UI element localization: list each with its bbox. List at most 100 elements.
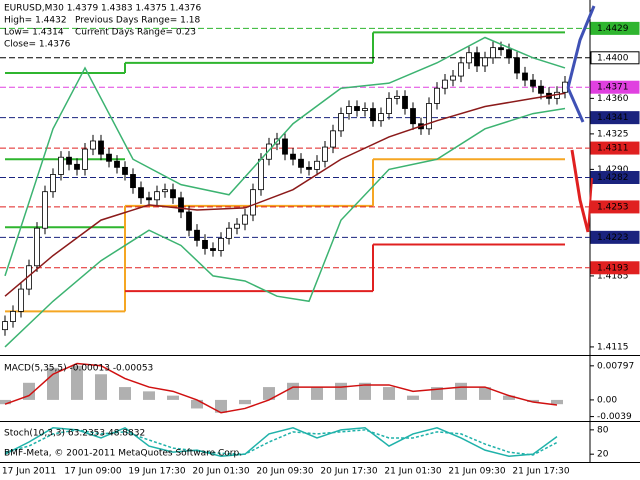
low-info: Low= 1.4314 [4,28,64,38]
candle-body [90,140,96,150]
candle-body [242,214,248,225]
candle-body [458,62,464,77]
price-box-label: 1.4341 [597,113,629,123]
candle-body [122,166,128,175]
forecast-arrow [566,87,585,123]
copyright: BMF-Meta, © 2001-2011 MetaQuotes Softwar… [4,449,242,459]
macd-bar [287,382,299,400]
candle-body [474,52,480,67]
y-tick-label: 20 [597,450,609,460]
forecast-arrow [587,177,593,233]
price-box-label: 1.4311 [597,144,629,154]
macd-bar [479,387,491,400]
plot-layer: 1.4360 1.4325 1.4290 1.4185 1.4115 1.4429 1.44… [0,21,640,477]
candle-body [74,163,80,170]
candle-body [490,47,496,59]
candle-body [346,106,352,114]
candle-body [442,79,448,89]
stoch-line [4,426,558,457]
macd-bar [263,387,275,400]
macd-bar [407,395,419,400]
x-tick-label: 19 Jun 17:30 [128,467,185,477]
candle-body [114,160,120,168]
macd-bar [527,399,539,403]
candle-body [154,191,160,201]
price-box [590,171,640,184]
indicator-line [4,107,566,348]
candle-body [538,85,544,94]
macd-bar [431,387,443,400]
candle-body [58,156,64,175]
candle-body [482,57,488,67]
candle-body [138,187,144,199]
candle-body [218,237,224,251]
macd-bar [503,395,515,400]
candle-body [170,189,176,199]
prev-range-info: Previous Days Range= 1.18 [75,16,200,26]
candle-body [322,146,328,162]
candle-body [450,75,456,81]
cur-range-info: Current Days Range= 0.23 [75,28,196,38]
candle-body [106,153,112,162]
y-tick-label: -0.0039 [597,412,632,422]
macd-bar [335,382,347,400]
candle-body [162,189,168,193]
candle-body [250,189,256,216]
candle-body [18,288,24,312]
y-tick-label: 0.00 [597,395,617,405]
macd-bar [551,399,563,405]
candle-body [434,87,440,104]
y-tick-label: 1.4325 [597,129,629,139]
x-tick-label: 21 Jun 01:30 [384,467,441,477]
y-tick-label: 0.00797 [597,361,634,371]
macd-bar [47,367,59,400]
macd-title: MACD(5,35,5) -0.00013 -0.00053 [4,364,153,374]
x-tick-label: 21 Jun 09:30 [448,467,505,477]
stoch-title: Stoch(10,3,3) 63.2353 48.8832 [4,429,145,439]
price-box-label: 1.4400 [597,53,629,63]
x-tick-label: 17 Jun 2011 [2,467,56,477]
macd-bar [311,387,323,400]
candle-body [394,95,400,99]
x-tick-label: 21 Jun 17:30 [512,467,569,477]
candle-body [194,229,200,241]
candle-body [146,197,152,201]
stoch-line [4,429,558,456]
candle-body [186,211,192,231]
candle-body [466,52,472,64]
candle-body [290,153,296,160]
candle-body [370,108,376,122]
candle-body [506,49,512,59]
candle-body [386,97,392,114]
high-info: High= 1.4432 [4,16,67,26]
x-tick-label: 20 Jun 01:30 [192,467,249,477]
candle-body [226,227,232,239]
indicator-line [4,36,566,277]
macd-bar [455,382,467,400]
price-box [590,200,640,214]
candle-body [266,143,272,160]
y-tick-label: 1.4185 [597,271,629,281]
macd-bar [119,387,131,400]
macd-bar [71,365,83,400]
candle-body [42,191,48,229]
candle-body [338,113,344,132]
macd-bar [95,374,107,400]
forecast-arrow [566,5,596,89]
candle-body [82,148,88,170]
candle-body [362,108,368,111]
price-box [590,51,640,65]
candle-body [530,79,536,87]
x-tick-label: 20 Jun 17:30 [320,467,377,477]
macd-bar [191,399,203,409]
candle-body [514,57,520,74]
candle-body [306,166,312,170]
candle-body [234,223,240,229]
x-tick-label: 17 Jun 09:00 [64,467,121,477]
close-info: Close= 1.4376 [4,40,71,50]
candle-body [314,160,320,170]
y-tick-label: 1.4360 [597,94,629,104]
x-tick-label: 20 Jun 09:30 [256,467,313,477]
